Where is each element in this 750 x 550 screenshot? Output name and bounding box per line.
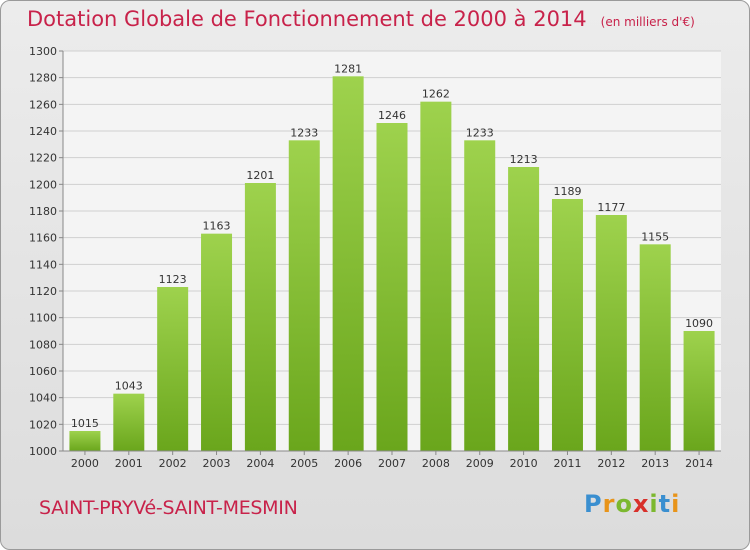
bar-2003[interactable] [201, 233, 233, 451]
bar-2014[interactable] [683, 331, 715, 451]
bar-value-label: 1213 [510, 153, 538, 166]
bar-2013[interactable] [639, 244, 671, 451]
bar-2002[interactable] [157, 287, 189, 451]
bar-value-label: 1201 [246, 169, 274, 182]
logo-letter: i [649, 490, 659, 518]
y-tick-label: 1120 [29, 285, 57, 298]
y-tick-label: 1260 [29, 98, 57, 111]
logo-letter: r [602, 490, 616, 518]
logo-letter: t [658, 490, 672, 518]
chart-title: Dotation Globale de Fonctionnement de 20… [27, 7, 695, 31]
chart-title-text: Dotation Globale de Fonctionnement de 20… [27, 7, 587, 31]
y-tick-label: 1060 [29, 365, 57, 378]
bar-2008[interactable] [420, 101, 452, 452]
bar-value-label: 1246 [378, 109, 406, 122]
bar-value-label: 1177 [597, 201, 625, 214]
proxiti-logo[interactable]: Proxiti [584, 490, 680, 518]
y-tick-label: 1140 [29, 258, 57, 271]
bar-2012[interactable] [595, 215, 627, 451]
bar-value-label: 1233 [290, 126, 318, 139]
x-tick-label: 2014 [685, 457, 713, 470]
bars [69, 76, 715, 452]
x-tick-label: 2006 [334, 457, 362, 470]
x-tick-label: 2013 [641, 457, 669, 470]
y-tick-label: 1280 [29, 72, 57, 85]
y-tick-label: 1200 [29, 178, 57, 191]
x-tick-label: 2003 [203, 457, 231, 470]
bar-value-label: 1015 [71, 417, 99, 430]
y-tick-label: 1180 [29, 205, 57, 218]
y-tick-label: 1000 [29, 445, 57, 458]
bar-value-label: 1043 [115, 380, 143, 393]
commune-name: SAINT-PRYVé-SAINT-MESMIN [39, 497, 298, 519]
logo-letter: o [615, 490, 633, 518]
bar-2006[interactable] [332, 76, 364, 451]
x-tick-label: 2012 [597, 457, 625, 470]
x-tick-label: 2002 [159, 457, 187, 470]
chart-unit: (en milliers d'€) [600, 15, 695, 29]
y-tick-label: 1160 [29, 232, 57, 245]
y-tick-label: 1100 [29, 312, 57, 325]
y-tick-label: 1240 [29, 125, 57, 138]
x-tick-label: 2001 [115, 457, 143, 470]
x-tick-label: 2008 [422, 457, 450, 470]
logo-letter: i [671, 490, 681, 518]
bar-2007[interactable] [376, 123, 408, 451]
x-tick-label: 2000 [71, 457, 99, 470]
x-tick-label: 2007 [378, 457, 406, 470]
y-tick-label: 1020 [29, 418, 57, 431]
bar-value-label: 1189 [553, 185, 581, 198]
bar-value-label: 1163 [203, 220, 231, 233]
bar-2001[interactable] [113, 393, 145, 451]
bar-value-label: 1123 [159, 273, 187, 286]
bar-value-label: 1281 [334, 62, 362, 75]
x-axis: 2000 2001 2002 2003 2004 2005 2006 2007 2008 2009… [71, 451, 713, 470]
bar-2005[interactable] [288, 140, 320, 452]
y-tick-label: 1300 [29, 45, 57, 58]
bar-value-label: 1233 [466, 126, 494, 139]
y-tick-label: 1220 [29, 152, 57, 165]
x-tick-label: 2010 [510, 457, 538, 470]
bar-2010[interactable] [508, 167, 540, 451]
x-tick-label: 2005 [290, 457, 318, 470]
x-tick-label: 2011 [553, 457, 581, 470]
bar-value-label: 1155 [641, 230, 669, 243]
bar-2000[interactable] [69, 431, 101, 451]
x-tick-label: 2009 [466, 457, 494, 470]
y-tick-label: 1040 [29, 392, 57, 405]
bar-value-label: 1262 [422, 88, 450, 101]
bar-2004[interactable] [244, 183, 276, 451]
y-tick-label: 1080 [29, 338, 57, 351]
logo-letter: P [584, 490, 603, 518]
bar-2009[interactable] [464, 140, 496, 452]
logo-letter: x [632, 490, 650, 518]
data-labels: 1015 1043 1123 1163 1201 1233 1281 1246 1262 1233… [71, 62, 713, 430]
x-tick-label: 2004 [246, 457, 274, 470]
bar-value-label: 1090 [685, 317, 713, 330]
bar-2011[interactable] [551, 199, 583, 451]
